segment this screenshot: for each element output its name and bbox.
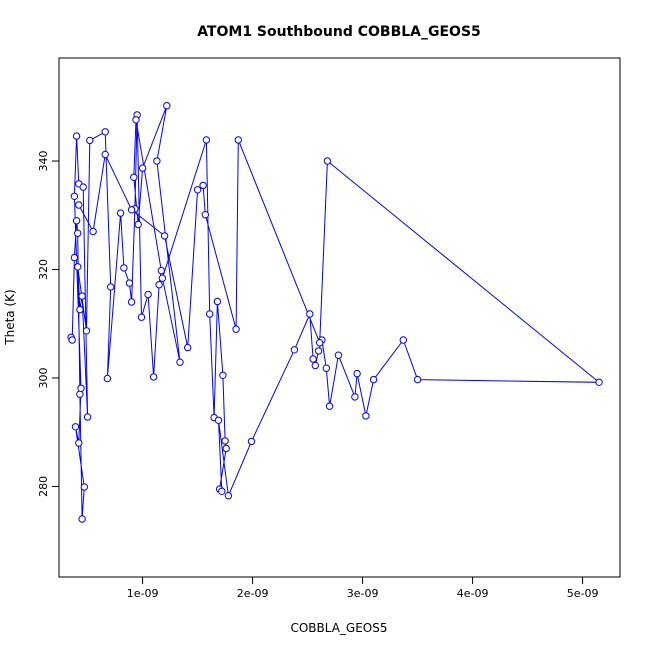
data-point <box>74 263 82 271</box>
data-point <box>138 164 147 172</box>
data-point <box>137 313 146 321</box>
data-point <box>353 369 361 378</box>
data-point <box>153 157 161 165</box>
data-point <box>247 437 256 446</box>
x-tick-label: 1e-09 <box>127 587 159 600</box>
y-axis-label: Theta (K) <box>3 289 17 345</box>
data-point <box>206 310 214 318</box>
data-point <box>221 437 229 445</box>
data-point <box>309 355 317 363</box>
y-tick-label: 320 <box>37 259 50 280</box>
data-point <box>325 402 334 410</box>
data-point <box>72 132 81 140</box>
data-point <box>79 183 87 191</box>
data-point <box>369 375 378 384</box>
data-point <box>311 361 319 370</box>
data-point <box>103 374 112 383</box>
data-point <box>101 128 109 136</box>
data-point <box>134 220 142 229</box>
y-tick-label: 340 <box>37 151 50 172</box>
data-point <box>234 136 243 144</box>
data-point <box>70 253 79 262</box>
data-point <box>351 393 359 401</box>
chart-title: ATOM1 Southbound COBBLA_GEOS5 <box>197 24 481 40</box>
y-axis: 280 300 320 340 <box>37 151 59 497</box>
data-point <box>70 192 79 201</box>
data-point <box>144 290 152 299</box>
data-point <box>316 339 324 347</box>
data-point <box>362 412 370 420</box>
data-point <box>78 515 86 523</box>
data-point <box>78 292 86 300</box>
data-point <box>107 283 115 291</box>
data-point <box>130 173 138 182</box>
series-points <box>67 102 603 523</box>
series-polyline <box>70 105 601 520</box>
x-tick-label: 2e-09 <box>237 587 269 600</box>
data-point <box>218 487 226 495</box>
data-point <box>82 327 91 335</box>
x-axis: 1e-09 2e-09 3e-09 4e-09 5e-09 <box>127 577 599 600</box>
data-point <box>219 371 227 379</box>
data-point <box>202 136 211 144</box>
data-point <box>157 266 166 275</box>
data-point <box>71 423 80 431</box>
data-point <box>184 343 192 352</box>
data-point <box>222 444 230 453</box>
data-point <box>77 384 85 392</box>
data-point <box>76 305 84 314</box>
data-point <box>306 310 314 318</box>
data-point <box>86 136 94 145</box>
data-point <box>158 274 167 282</box>
y-tick-label: 300 <box>37 367 50 388</box>
data-point <box>399 336 407 344</box>
data-point <box>232 325 240 333</box>
data-point <box>224 492 233 500</box>
x-tick-label: 5e-09 <box>567 587 599 600</box>
data-point <box>72 217 81 225</box>
data-point <box>155 281 163 289</box>
data-point <box>75 439 83 447</box>
data-point <box>127 206 136 214</box>
data-point <box>125 279 134 287</box>
data-point <box>149 373 158 381</box>
data-point <box>290 346 299 354</box>
data-point <box>80 483 89 491</box>
series-line <box>70 105 601 520</box>
data-point <box>193 186 202 194</box>
data-point <box>68 336 76 344</box>
x-tick-label: 4e-09 <box>457 587 489 600</box>
data-point <box>323 157 332 165</box>
data-point <box>314 347 323 355</box>
data-point <box>163 102 171 110</box>
data-point <box>199 181 207 190</box>
y-tick-label: 280 <box>37 476 50 497</box>
data-point <box>75 201 83 209</box>
data-point <box>132 116 140 124</box>
data-point <box>595 378 603 386</box>
data-point <box>322 364 330 372</box>
data-point <box>76 390 84 398</box>
data-point <box>160 232 169 240</box>
data-point <box>413 375 422 384</box>
data-point <box>214 416 223 424</box>
data-point <box>120 264 128 272</box>
data-point <box>116 209 125 217</box>
plot-frame <box>58 57 621 578</box>
data-point <box>101 150 109 159</box>
data-point <box>83 413 92 421</box>
data-point <box>201 211 210 219</box>
data-point <box>127 298 136 306</box>
data-point <box>74 229 82 237</box>
x-tick-label: 3e-09 <box>347 587 379 600</box>
data-point <box>176 358 184 366</box>
x-axis-label: COBBLA_GEOS5 <box>290 621 387 635</box>
data-point <box>334 351 343 359</box>
data-point <box>89 227 97 236</box>
data-point <box>213 297 222 306</box>
